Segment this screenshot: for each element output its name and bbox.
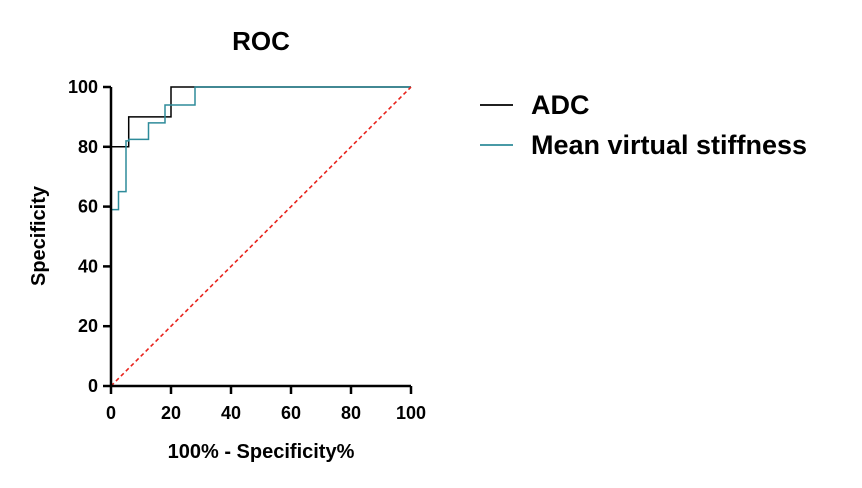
series-line-reference-line [110,86,412,387]
x-axis-label: 100% - Specificity% [168,441,355,463]
y-tick-label-100: 100 [68,77,98,97]
y-tick-label-40: 40 [78,256,98,276]
legend-label-adc: ADC [531,90,590,120]
y-tick-label-60: 60 [78,197,98,217]
x-tick-label-40: 40 [221,403,241,423]
y-tick-label-80: 80 [78,137,98,157]
series-line-mean-virtual-stiffness [110,86,411,386]
plot-area [110,86,412,387]
x-axis-ticks: 0 20 40 60 80 100 [106,386,426,423]
x-tick-label-0: 0 [106,403,116,423]
legend-label-mean-virtual-stiffness: Mean virtual stiffness [531,130,807,160]
x-tick-label-60: 60 [281,403,301,423]
y-axis-label: Specificity [28,185,50,286]
y-axis-ticks: 0 20 40 60 80 100 [68,77,111,396]
y-tick-label-0: 0 [88,376,98,396]
legend: ADC Mean virtual stiffness [480,90,807,160]
y-tick-label-20: 20 [78,316,98,336]
x-tick-label-100: 100 [396,403,426,423]
chart-title: ROC [232,26,290,56]
x-tick-label-80: 80 [341,403,361,423]
x-tick-label-20: 20 [161,403,181,423]
